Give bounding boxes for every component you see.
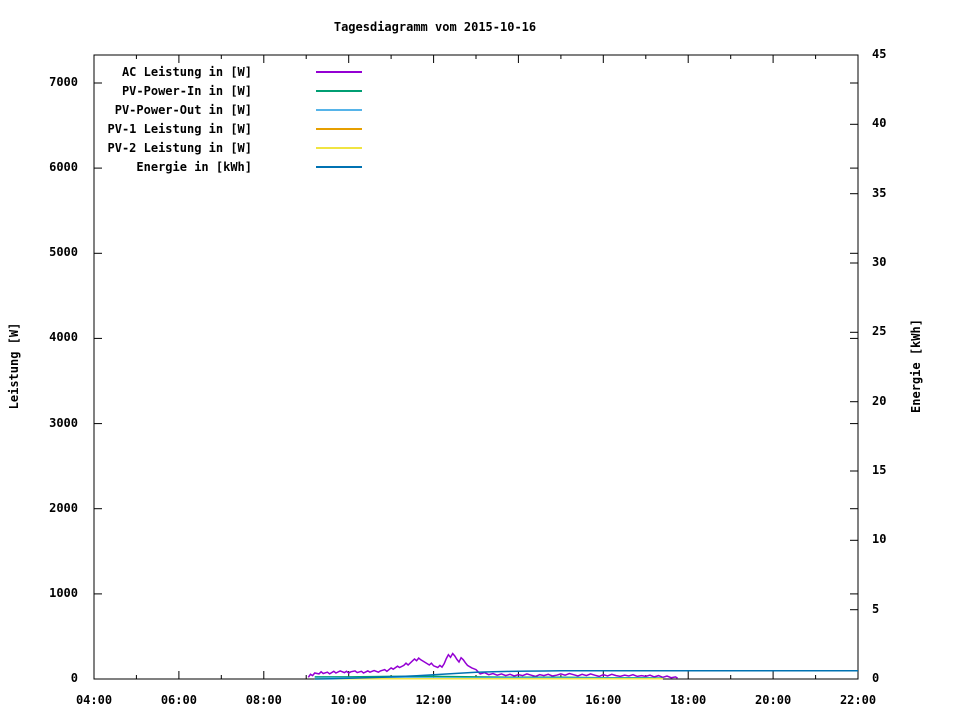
legend-item: PV-1 Leistung in [W] (60, 119, 362, 138)
legend-label: PV-Power-In in [W] (121, 83, 252, 98)
series-line-energie-in-kwh- (314, 669, 858, 680)
legend-label: PV-Power-Out in [W] (114, 102, 252, 117)
series-line-ac-leistung-in-w- (307, 652, 678, 679)
y-tick-label: 1000 (49, 585, 78, 600)
y2-tick-label: 10 (872, 532, 887, 547)
y-tick-label: 2000 (49, 500, 78, 515)
y-tick-label: 0 (70, 671, 78, 685)
x-tick-label: 12:00 (415, 693, 452, 707)
x-tick-label: 06:00 (160, 693, 197, 707)
legend-label: PV-2 Leistung in [W] (107, 140, 253, 155)
x-tick-label: 22:00 (839, 693, 877, 707)
legend-item: Energie in [kWh] (60, 157, 362, 176)
y2-tick-label: 45 (872, 47, 887, 61)
y2-tick-label: 40 (872, 116, 887, 131)
y2-tick-label: 35 (872, 185, 887, 200)
x-tick-label: 04:00 (75, 693, 113, 707)
y2-tick-label: 30 (872, 255, 887, 269)
y-tick-label: 3000 (49, 415, 78, 430)
y-axis-label: Leistung [W] (7, 322, 21, 410)
legend-line-swatch (316, 146, 362, 149)
y2-axis-label: Energie [kWh] (909, 319, 923, 413)
x-tick-label: 10:00 (330, 693, 367, 707)
legend-line-swatch (316, 70, 362, 73)
x-tick-label: 08:00 (245, 693, 282, 707)
x-tick-label: 20:00 (755, 693, 792, 707)
legend-item: PV-Power-In in [W] (60, 81, 362, 100)
chart-title: Tagesdiagramm vom 2015-10-16 (333, 20, 537, 34)
legend-line-swatch (316, 165, 362, 168)
legend-item: PV-2 Leistung in [W] (60, 138, 362, 157)
x-tick-label: 14:00 (500, 693, 537, 707)
legend-label: PV-1 Leistung in [W] (107, 121, 253, 136)
legend-label: Energie in [kWh] (136, 159, 252, 174)
x-tick-label: 16:00 (585, 693, 622, 707)
legend-line-swatch (316, 127, 362, 130)
legend-label: AC Leistung in [W] (121, 64, 252, 79)
y2-tick-label: 0 (872, 671, 880, 685)
y-tick-label: 6000 (49, 160, 78, 175)
y-tick-label: 4000 (49, 330, 78, 345)
y2-tick-label: 25 (872, 324, 887, 339)
legend-line-swatch (316, 108, 362, 111)
y-tick-label: 5000 (49, 245, 78, 260)
legend-item: PV-Power-Out in [W] (60, 100, 362, 119)
y2-tick-label: 15 (872, 463, 887, 477)
legend-line-swatch (316, 89, 362, 92)
legend-item: AC Leistung in [W] (60, 62, 362, 81)
y2-tick-label: 5 (872, 601, 880, 616)
y-tick-label: 7000 (49, 75, 78, 89)
x-tick-label: 18:00 (670, 693, 707, 707)
y2-tick-label: 20 (872, 393, 887, 408)
legend: AC Leistung in [W] PV-Power-In in [W] PV-P… (60, 62, 362, 176)
